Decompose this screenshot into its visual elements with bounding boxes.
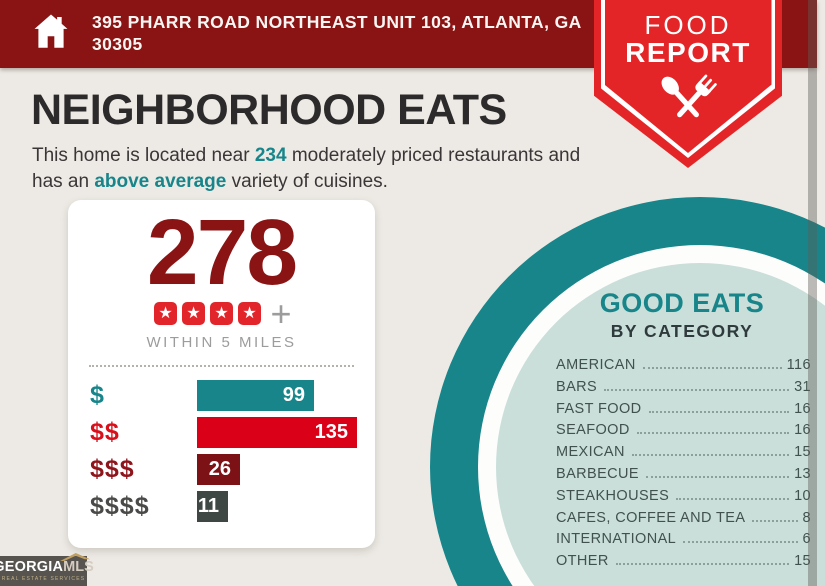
dot-leader <box>631 454 790 457</box>
dotted-divider <box>89 365 354 367</box>
summary-sentence: This home is located near 234 moderately… <box>32 143 592 195</box>
price-tier-bar: 11 <box>197 491 228 522</box>
dot-leader <box>683 541 798 544</box>
dot-leader <box>752 519 798 522</box>
dot-leader <box>642 367 782 369</box>
fork-and-spoon-icon <box>646 67 730 139</box>
category-value: 31 <box>794 378 811 395</box>
star-icons: ★ ★ ★ ★ <box>151 302 263 325</box>
category-value: 6 <box>802 531 811 548</box>
logo-tagline: REAL ESTATE SERVICES <box>1 576 86 582</box>
category-label: BARBECUE <box>556 465 639 482</box>
radius-caption: WITHIN 5 MILES <box>146 334 297 351</box>
logo-wordmark: GEORGIA MLS <box>0 553 94 575</box>
star-icon: ★ <box>153 302 177 325</box>
category-value: 8 <box>802 509 811 526</box>
subtitle-text: variety of cuisines. <box>226 171 388 193</box>
badge-title-line1: FOOD <box>644 10 732 40</box>
dot-leader <box>645 475 790 478</box>
home-icon <box>30 11 72 58</box>
category-value: 116 <box>786 357 811 373</box>
logo-mls-letters: MLS <box>63 559 94 575</box>
category-label: INTERNATIONAL <box>556 531 677 548</box>
star-icon: ★ <box>181 302 205 325</box>
category-label: AMERICAN <box>556 357 636 373</box>
category-row: AMERICAN 116 <box>556 357 811 379</box>
good-eats-panel: GOOD EATS BY CATEGORY AMERICAN 116 BARS 31 F… <box>548 288 816 575</box>
total-restaurants-value: 278 <box>146 200 298 304</box>
restaurant-count-highlight: 234 <box>254 145 287 166</box>
category-label: MEXICAN <box>556 444 625 461</box>
category-row: OTHER 15 <box>556 553 811 575</box>
category-value: 16 <box>794 422 811 439</box>
category-row: BARS 31 <box>556 379 811 401</box>
variety-highlight: above average <box>94 171 227 193</box>
category-row: FAST FOOD 16 <box>556 401 811 423</box>
restaurant-summary-card: 278 ★ ★ ★ ★ + WITHIN 5 MILES $99 $$ 135 $$$ 26 $… <box>68 200 375 548</box>
price-tier-label: $$$ <box>90 455 135 483</box>
badge-title-line2: REPORT <box>625 37 751 68</box>
page-title: NEIGHBORHOOD EATS <box>31 86 507 134</box>
bar-row: $$$$ 11 <box>90 491 375 522</box>
badge-face: FOOD REPORT <box>604 0 772 153</box>
price-tier-label: $ <box>90 381 105 409</box>
subtitle-text: moderately priced restaurants and has an <box>32 145 581 193</box>
dot-leader <box>676 497 790 500</box>
good-eats-subtitle: BY CATEGORY <box>610 321 754 341</box>
category-list: AMERICAN 116 BARS 31 FAST FOOD 16 SEAFOOD 16 MEX… <box>548 357 816 575</box>
dot-leader <box>615 563 790 566</box>
bar-row: $$$ 26 <box>90 454 375 485</box>
category-row: INTERNATIONAL 6 <box>556 531 811 553</box>
category-label: FAST FOOD <box>556 400 642 417</box>
price-tier-bar: 135 <box>197 417 357 448</box>
price-tier-bar-chart: $99 $$ 135 $$$ 26 $$$$ 11 <box>68 380 375 522</box>
category-label: CAFES, COFFEE AND TEA <box>556 509 746 526</box>
logo-mls-text: MLS <box>60 553 94 575</box>
plus-sign: + <box>270 293 292 334</box>
category-value: 15 <box>794 553 811 570</box>
category-row: CAFES, COFFEE AND TEA 8 <box>556 510 811 532</box>
price-tier-label: $$ <box>90 418 120 446</box>
category-label: SEAFOOD <box>556 422 630 439</box>
category-label: BARS <box>556 378 598 395</box>
dot-leader <box>604 388 790 391</box>
bar-row: $99 <box>90 380 375 411</box>
price-tier-label: $$$$ <box>90 492 150 520</box>
logo-georgia-text: GEORGIA <box>0 559 64 575</box>
category-value: 16 <box>794 400 811 417</box>
category-row: SEAFOOD 16 <box>556 422 811 444</box>
subtitle-text: This home is located near <box>32 145 255 166</box>
price-tier-bar: 99 <box>197 380 314 411</box>
category-label: STEAKHOUSES <box>556 487 670 504</box>
star-icon: ★ <box>209 302 233 325</box>
category-label: OTHER <box>556 553 609 570</box>
category-row: STEAKHOUSES 10 <box>556 488 811 510</box>
category-value: 15 <box>794 444 811 461</box>
food-report-badge: FOOD REPORT <box>594 0 782 168</box>
scrollbar[interactable] <box>808 0 817 586</box>
property-address: 395 PHARR ROAD NORTHEAST UNIT 103, ATLAN… <box>92 12 581 54</box>
star-icon: ★ <box>237 302 261 325</box>
star-rating: ★ ★ ★ ★ + <box>68 293 375 334</box>
category-row: BARBECUE 13 <box>556 466 811 488</box>
price-tier-bar: 26 <box>197 454 240 485</box>
dot-leader <box>636 432 790 435</box>
category-value: 10 <box>794 487 811 504</box>
category-value: 13 <box>794 465 811 482</box>
dot-leader <box>648 410 790 413</box>
category-row: MEXICAN 15 <box>556 444 811 466</box>
bar-row: $$ 135 <box>90 417 375 448</box>
good-eats-title: GOOD EATS <box>599 288 765 318</box>
georgia-mls-logo: GEORGIA MLS REAL ESTATE SERVICES <box>0 553 94 586</box>
